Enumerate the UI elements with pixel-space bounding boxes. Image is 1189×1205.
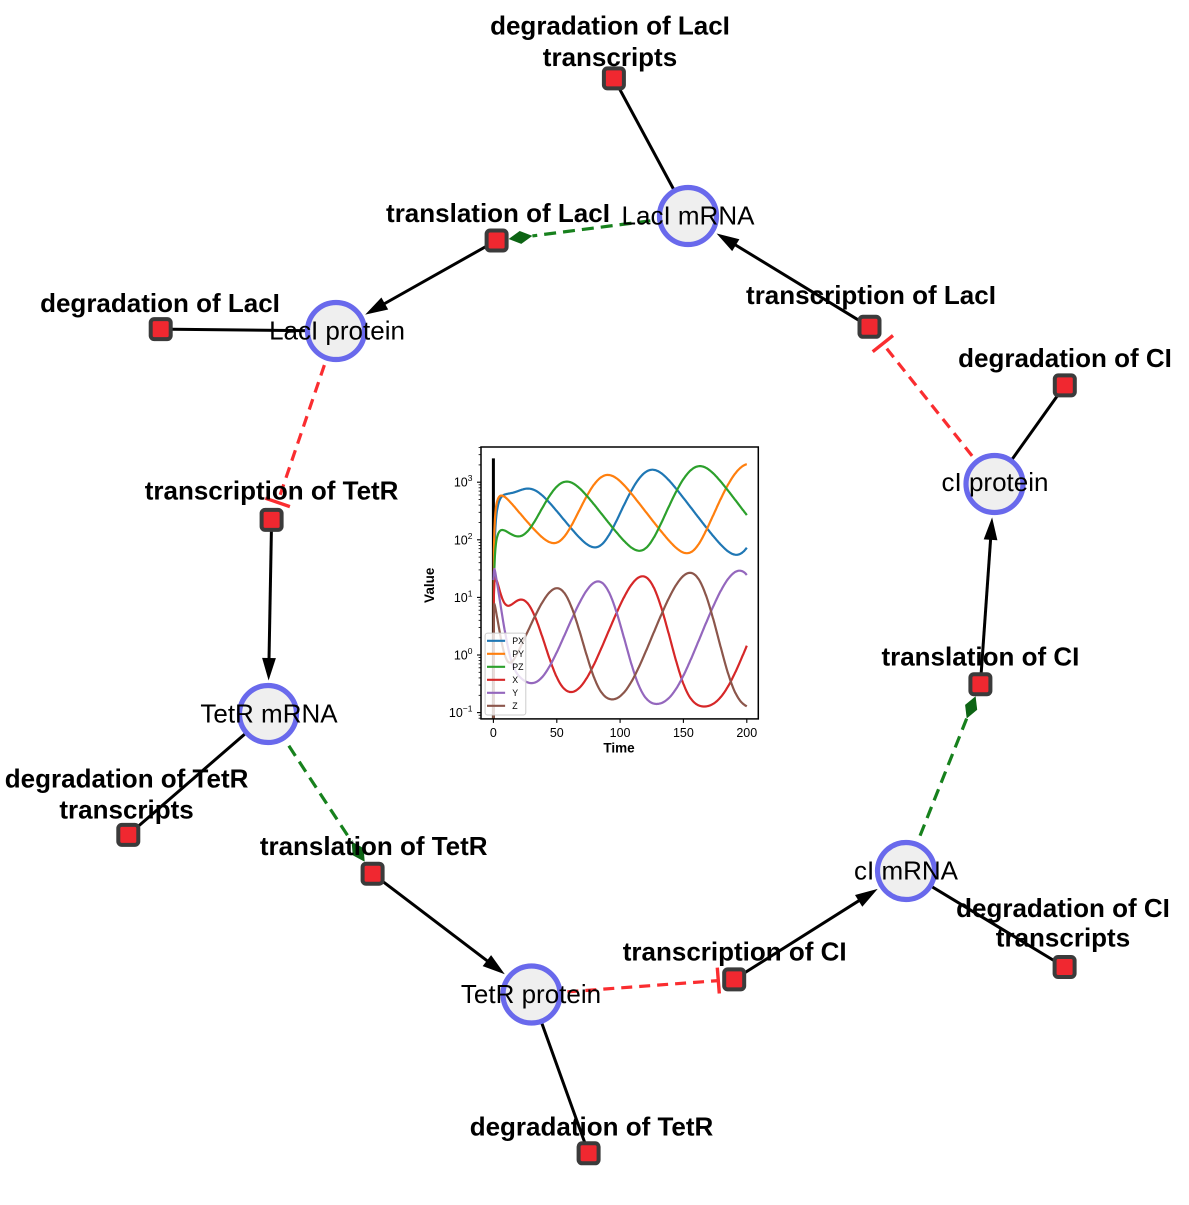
svg-text:150: 150 (673, 726, 694, 740)
svg-text:degradation of CI: degradation of CI (958, 343, 1172, 373)
svg-text:X: X (512, 675, 518, 685)
svg-text:transcription of CI: transcription of CI (623, 937, 847, 967)
svg-text:transcripts: transcripts (543, 42, 677, 72)
svg-text:200: 200 (736, 726, 757, 740)
svg-text:translation of TetR: translation of TetR (260, 831, 488, 861)
svg-text:cI protein: cI protein (942, 467, 1049, 497)
svg-text:LacI protein: LacI protein (269, 316, 405, 346)
svg-text:transcripts: transcripts (59, 794, 193, 824)
svg-text:degradation of CI: degradation of CI (956, 893, 1170, 923)
svg-text:degradation of LacI: degradation of LacI (490, 10, 730, 40)
svg-text:Time: Time (603, 741, 635, 756)
svg-text:transcripts: transcripts (996, 923, 1130, 953)
svg-text:cI mRNA: cI mRNA (854, 856, 959, 886)
svg-text:degradation of LacI: degradation of LacI (40, 288, 280, 318)
svg-text:Z: Z (512, 701, 518, 711)
svg-text:degradation of TetR: degradation of TetR (470, 1112, 714, 1142)
svg-text:translation of LacI: translation of LacI (386, 198, 610, 228)
svg-text:transcription of TetR: transcription of TetR (145, 475, 399, 505)
svg-text:50: 50 (550, 726, 564, 740)
svg-text:PY: PY (512, 649, 524, 659)
svg-text:Y: Y (512, 688, 518, 698)
svg-text:LacI mRNA: LacI mRNA (622, 201, 756, 231)
svg-text:transcription of LacI: transcription of LacI (746, 280, 996, 310)
svg-text:TetR protein: TetR protein (461, 979, 601, 1009)
svg-text:translation of CI: translation of CI (881, 641, 1079, 671)
svg-text:degradation of TetR: degradation of TetR (5, 764, 249, 794)
svg-text:Value: Value (422, 567, 437, 603)
svg-text:TetR mRNA: TetR mRNA (200, 699, 338, 729)
svg-text:PX: PX (512, 636, 524, 646)
svg-text:100: 100 (610, 726, 631, 740)
svg-text:0: 0 (490, 726, 497, 740)
svg-text:PZ: PZ (512, 662, 524, 672)
